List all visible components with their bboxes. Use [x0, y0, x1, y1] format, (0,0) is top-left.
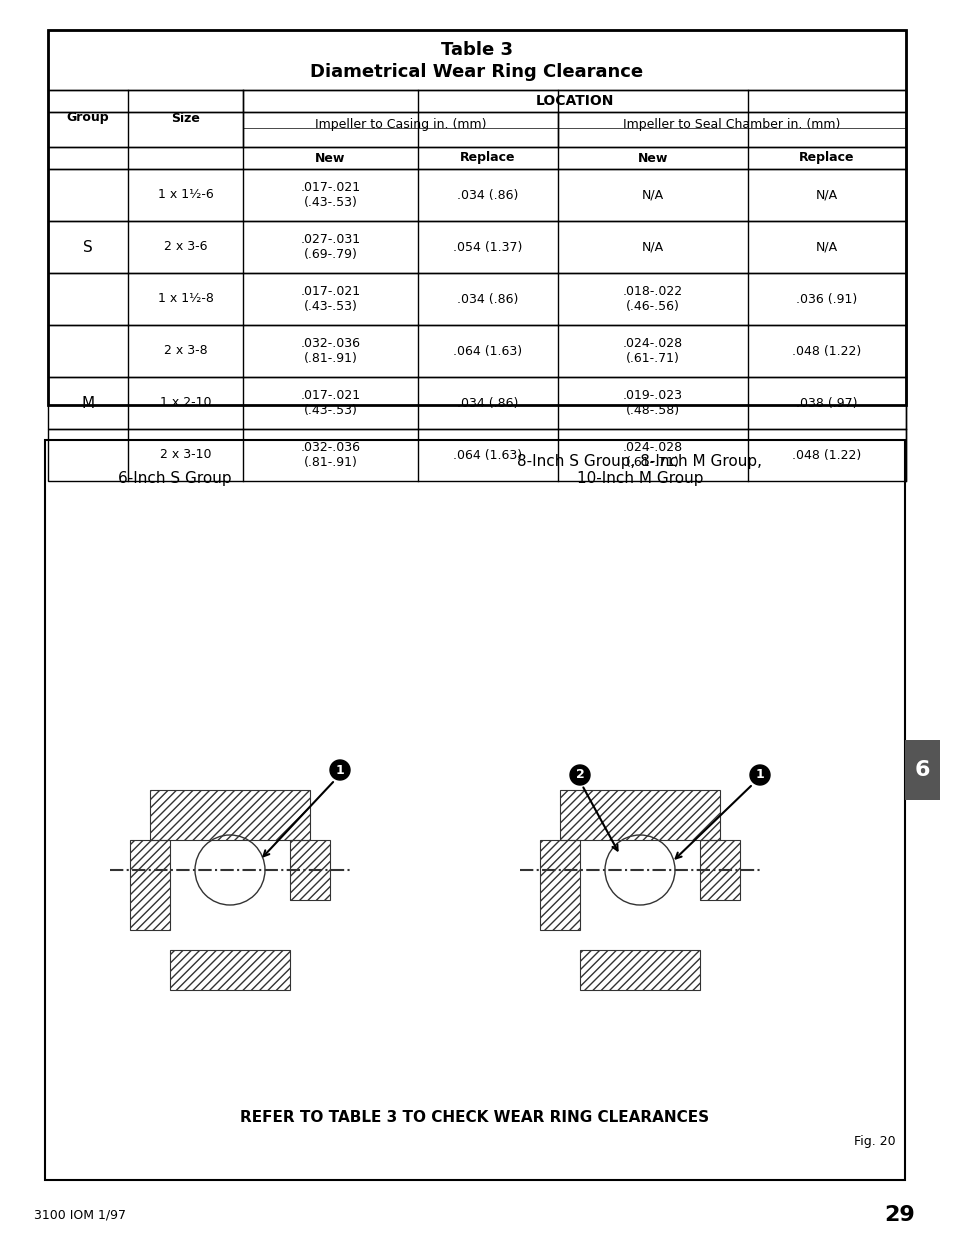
Bar: [45, 440, 904, 1179]
Text: 1 x 2-10: 1 x 2-10: [159, 396, 211, 410]
Bar: [48, 90, 905, 112]
Text: 1 x 1½-8: 1 x 1½-8: [157, 293, 213, 305]
Circle shape: [330, 760, 350, 781]
Text: .018-.022
(.46-.56): .018-.022 (.46-.56): [622, 285, 682, 312]
Text: .054 (1.37): .054 (1.37): [453, 241, 522, 253]
Text: Diametrical Wear Ring Clearance: Diametrical Wear Ring Clearance: [310, 63, 643, 82]
Bar: [170, 950, 290, 990]
Circle shape: [749, 764, 769, 785]
Text: 29: 29: [883, 1205, 915, 1225]
Text: REFER TO TABLE 3 TO CHECK WEAR RING CLEARANCES: REFER TO TABLE 3 TO CHECK WEAR RING CLEA…: [240, 1110, 709, 1125]
Bar: [48, 169, 905, 221]
Text: .038 (.97): .038 (.97): [796, 396, 857, 410]
Text: 1: 1: [755, 768, 763, 782]
Text: 3100 IOM 1/97: 3100 IOM 1/97: [34, 1209, 126, 1221]
Text: Impeller to Casing in. (mm): Impeller to Casing in. (mm): [314, 117, 486, 131]
Text: 2 x 3-8: 2 x 3-8: [164, 345, 207, 357]
Text: .064 (1.63): .064 (1.63): [453, 448, 522, 462]
Bar: [290, 840, 330, 900]
Bar: [48, 147, 905, 169]
Bar: [48, 30, 905, 405]
Text: .064 (1.63): .064 (1.63): [453, 345, 522, 357]
Text: N/A: N/A: [815, 241, 837, 253]
Bar: [559, 790, 720, 840]
Text: .036 (.91): .036 (.91): [796, 293, 857, 305]
Text: 2 x 3-6: 2 x 3-6: [164, 241, 207, 253]
Bar: [48, 273, 905, 325]
Bar: [48, 30, 905, 90]
Text: N/A: N/A: [641, 241, 663, 253]
Bar: [150, 790, 310, 840]
Bar: [48, 429, 905, 480]
Text: Fig. 20: Fig. 20: [853, 1135, 895, 1149]
Text: LOCATION: LOCATION: [535, 94, 613, 107]
Bar: [48, 112, 905, 147]
Text: .024-.028
(.61-.71): .024-.028 (.61-.71): [622, 441, 682, 469]
Bar: [700, 840, 740, 900]
Text: Replace: Replace: [799, 152, 854, 164]
Text: .027-.031
(.69-.79): .027-.031 (.69-.79): [300, 233, 360, 261]
Text: .034 (.86): .034 (.86): [456, 293, 518, 305]
Text: .017-.021
(.43-.53): .017-.021 (.43-.53): [300, 182, 360, 209]
Text: New: New: [638, 152, 667, 164]
Bar: [539, 840, 579, 930]
Text: N/A: N/A: [641, 189, 663, 201]
Text: .034 (.86): .034 (.86): [456, 396, 518, 410]
Text: M: M: [81, 395, 94, 410]
Text: .017-.021
(.43-.53): .017-.021 (.43-.53): [300, 389, 360, 417]
Text: .048 (1.22): .048 (1.22): [792, 448, 861, 462]
Text: Table 3: Table 3: [440, 41, 513, 59]
Text: 6: 6: [914, 760, 929, 781]
Text: 1: 1: [335, 763, 344, 777]
Text: 8-Inch S Group, 8-Inch M Group,
10-Inch M Group: 8-Inch S Group, 8-Inch M Group, 10-Inch …: [517, 453, 761, 487]
Text: Replace: Replace: [459, 152, 516, 164]
Bar: [579, 950, 700, 990]
Text: 1 x 1½-6: 1 x 1½-6: [157, 189, 213, 201]
Text: 6-Inch S Group: 6-Inch S Group: [118, 471, 232, 485]
Text: 2 x 3-10: 2 x 3-10: [159, 448, 211, 462]
Circle shape: [569, 764, 589, 785]
Text: N/A: N/A: [815, 189, 837, 201]
Text: .019-.023
(.48-.58): .019-.023 (.48-.58): [622, 389, 682, 417]
Text: .024-.028
(.61-.71): .024-.028 (.61-.71): [622, 337, 682, 366]
Text: .034 (.86): .034 (.86): [456, 189, 518, 201]
Text: New: New: [315, 152, 345, 164]
Text: .032-.036
(.81-.91): .032-.036 (.81-.91): [300, 337, 360, 366]
Text: .048 (1.22): .048 (1.22): [792, 345, 861, 357]
Text: Group: Group: [67, 111, 110, 125]
Text: Size: Size: [171, 111, 200, 125]
Bar: [48, 221, 905, 273]
Bar: [48, 377, 905, 429]
Bar: [130, 840, 170, 930]
Text: .017-.021
(.43-.53): .017-.021 (.43-.53): [300, 285, 360, 312]
Bar: [904, 740, 939, 800]
Text: 2: 2: [575, 768, 584, 782]
Text: .032-.036
(.81-.91): .032-.036 (.81-.91): [300, 441, 360, 469]
Text: Impeller to Seal Chamber in. (mm): Impeller to Seal Chamber in. (mm): [622, 117, 840, 131]
Bar: [48, 325, 905, 377]
Text: S: S: [83, 240, 92, 254]
